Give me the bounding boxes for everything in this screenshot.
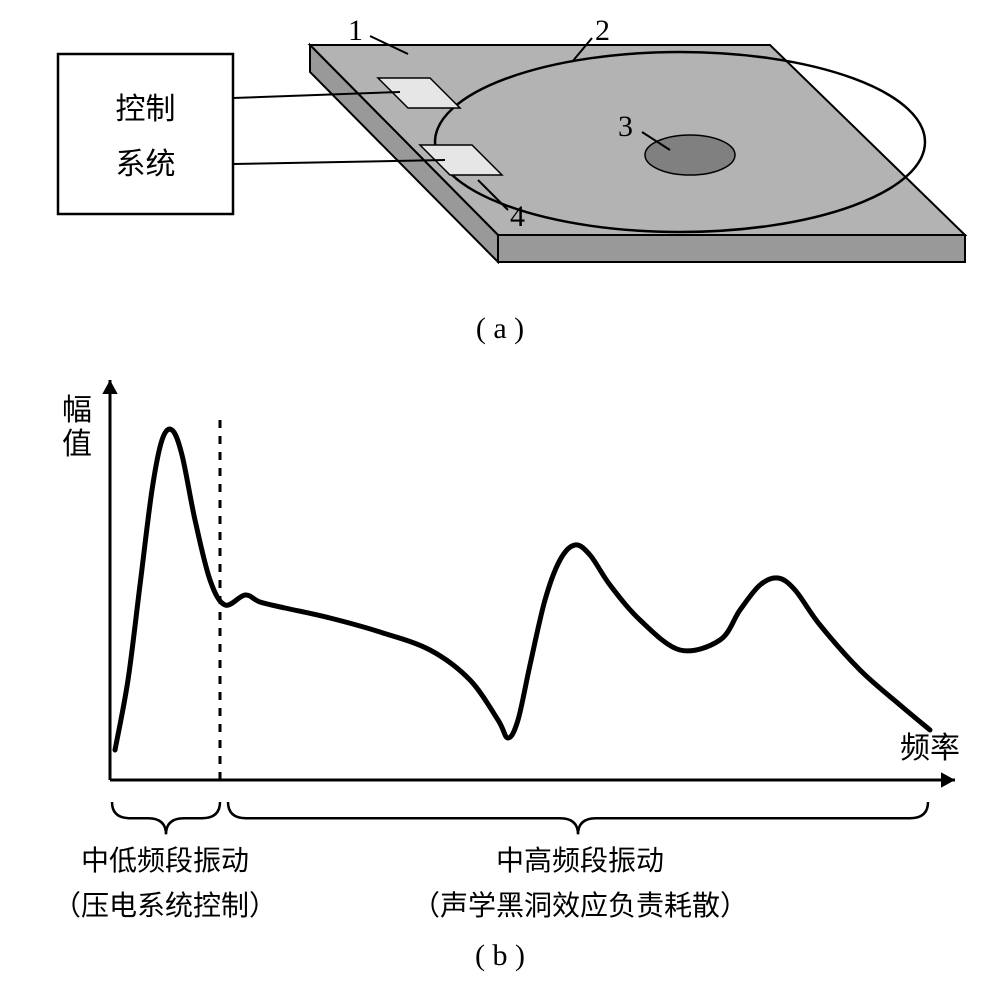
num-label-2: 2 bbox=[595, 14, 610, 47]
plate-top bbox=[310, 45, 965, 235]
control-system-label: 控制 bbox=[116, 93, 176, 126]
high-band-label: 中高频段振动 bbox=[496, 845, 664, 877]
num-label-3: 3 bbox=[618, 110, 633, 143]
x-axis-arrow bbox=[941, 772, 955, 787]
center-ellipse bbox=[645, 135, 735, 175]
low-band-label: 中低频段振动 bbox=[81, 845, 249, 877]
y-axis-label: 幅 bbox=[62, 394, 92, 427]
y-axis-label: 值 bbox=[62, 428, 92, 461]
num-label-1: 1 bbox=[348, 14, 363, 47]
response-curve bbox=[115, 429, 930, 750]
plate-front bbox=[498, 235, 965, 262]
x-axis-label: 频率 bbox=[900, 732, 960, 765]
caption-b: ( b ) bbox=[475, 939, 525, 972]
high-band-sub: （声学黑洞效应负责耗散） bbox=[412, 890, 748, 922]
caption-a: ( a ) bbox=[476, 312, 524, 345]
control-system-box bbox=[58, 54, 233, 214]
num-label-4: 4 bbox=[510, 200, 525, 233]
control-system-label: 系统 bbox=[116, 148, 176, 181]
brace-right bbox=[228, 802, 928, 834]
low-band-sub: （压电系统控制） bbox=[53, 890, 277, 922]
y-axis-arrow bbox=[102, 380, 117, 394]
brace-left bbox=[112, 802, 220, 834]
